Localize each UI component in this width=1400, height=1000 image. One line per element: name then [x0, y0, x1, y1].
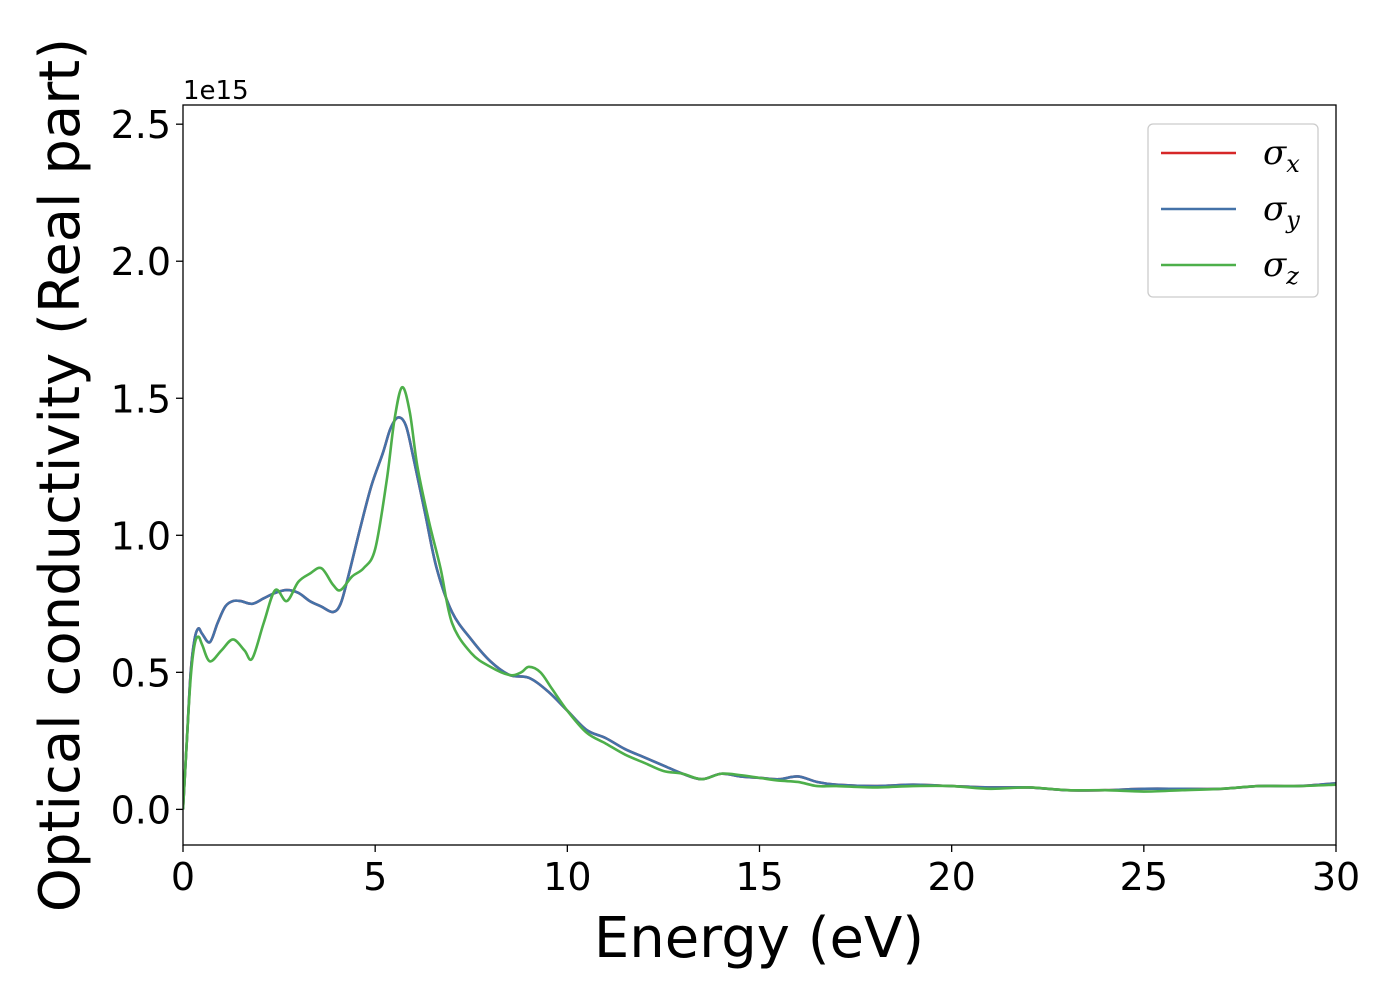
legend-box — [1147, 123, 1319, 298]
legend-subscript: x — [1286, 150, 1300, 178]
series-line-z — [183, 386, 1336, 810]
legend-symbol: σ — [1263, 245, 1287, 285]
x-tick-label: 5 — [363, 855, 387, 899]
x-axis: 0 5 10 15 20 25 30 — [171, 845, 1360, 899]
y-tick-label: 2.5 — [111, 103, 171, 147]
y-tick-label: 1.5 — [111, 377, 171, 421]
series-layer — [183, 386, 1336, 810]
x-tick-label: 20 — [927, 855, 975, 899]
y-axis: 0.0 0.5 1.0 1.5 2.0 2.5 — [111, 103, 183, 832]
y-axis-title: Optical conductivity (Real part) — [28, 38, 93, 912]
y-tick-label: 0.5 — [111, 651, 171, 695]
x-tick-label: 30 — [1312, 855, 1360, 899]
legend-symbol: σ — [1263, 189, 1287, 229]
legend-label-x: σx — [1263, 133, 1300, 178]
legend-label-z: σz — [1263, 245, 1299, 290]
legend-subscript: y — [1285, 206, 1300, 234]
x-tick-label: 25 — [1120, 855, 1168, 899]
x-tick-label: 15 — [735, 855, 783, 899]
legend-label-y: σy — [1263, 189, 1300, 234]
legend-subscript: z — [1285, 262, 1299, 290]
legend-symbol: σ — [1263, 133, 1287, 173]
x-tick-label: 0 — [171, 855, 195, 899]
y-tick-label: 0.0 — [111, 788, 171, 832]
y-offset-text: 1e15 — [183, 76, 249, 106]
y-tick-label: 1.0 — [111, 514, 171, 558]
x-axis-title: Energy (eV) — [594, 906, 924, 971]
y-tick-label: 2.0 — [111, 240, 171, 284]
x-tick-label: 10 — [543, 855, 591, 899]
